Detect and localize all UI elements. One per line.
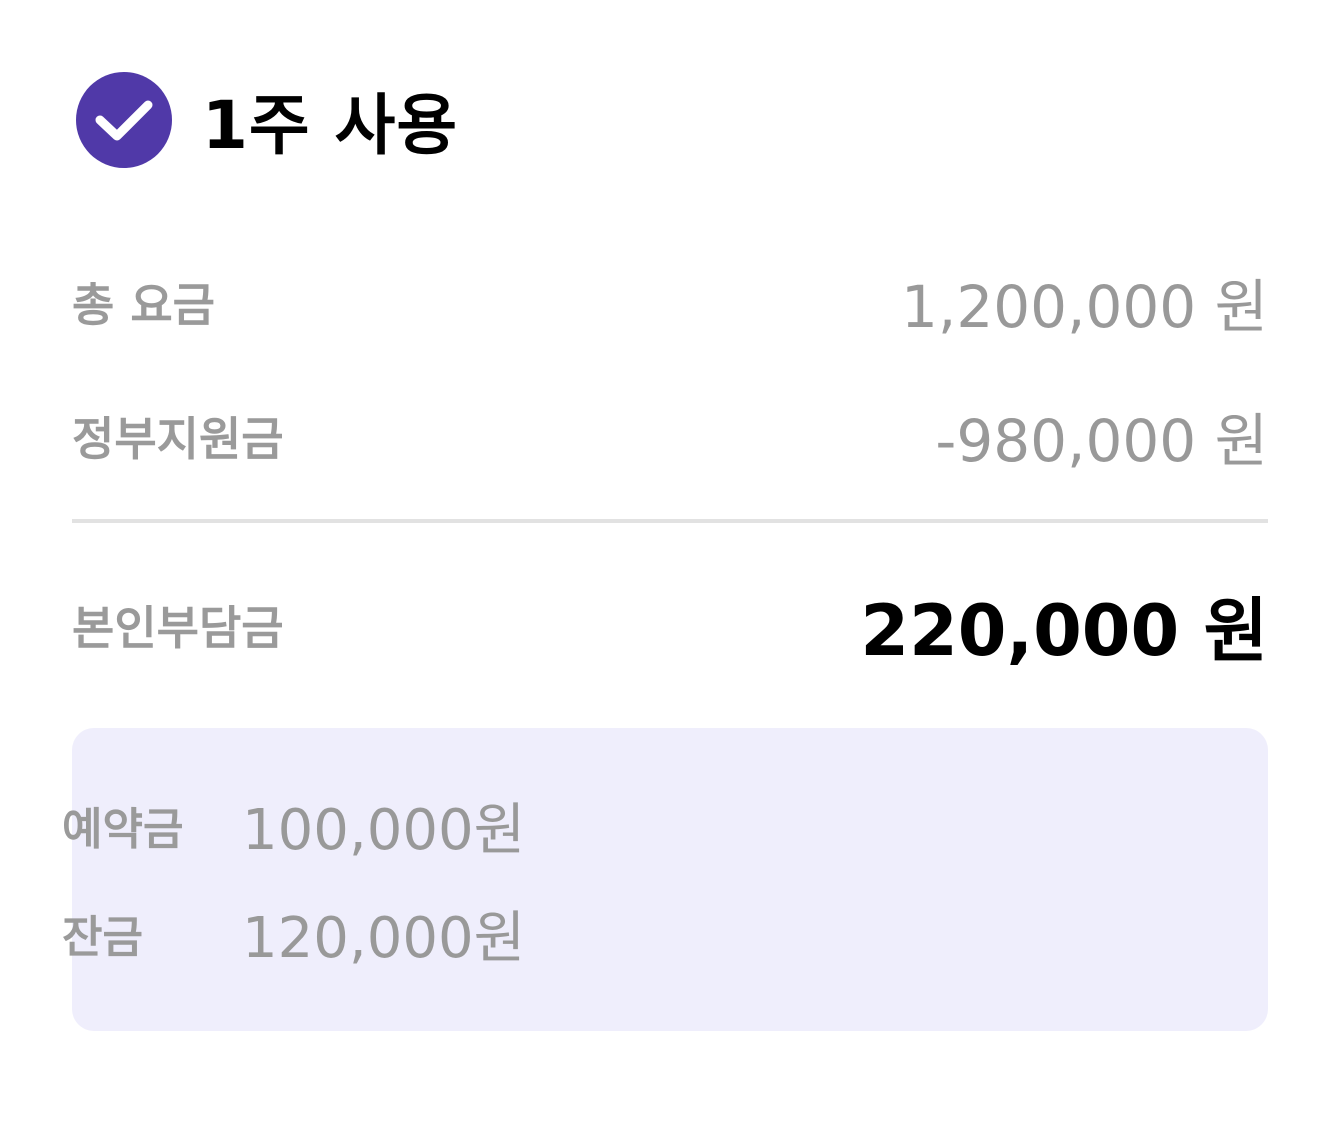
- plan-title: 1주 사용: [202, 87, 459, 164]
- copay-value: 220,000 원: [860, 589, 1268, 672]
- balance-label: 잔금: [62, 912, 143, 963]
- plan-header[interactable]: 1주 사용: [76, 72, 458, 168]
- balance-row: 잔금 120,000원: [62, 898, 525, 971]
- payment-breakdown-box: [72, 728, 1268, 1031]
- balance-value: 120,000원: [242, 905, 526, 971]
- total-fee-row: 총 요금 1,200,000 원: [72, 262, 1268, 342]
- check-circle-icon[interactable]: [76, 72, 172, 168]
- total-fee-label: 총 요금: [72, 278, 215, 332]
- divider: [72, 519, 1268, 523]
- total-fee-value: 1,200,000 원: [901, 273, 1268, 341]
- government-subsidy-value: -980,000 원: [935, 407, 1268, 475]
- government-subsidy-row: 정부지원금 -980,000 원: [72, 396, 1268, 476]
- government-subsidy-label: 정부지원금: [72, 412, 284, 466]
- deposit-row: 예약금 100,000원: [62, 790, 525, 863]
- deposit-value: 100,000원: [242, 797, 526, 863]
- copay-label: 본인부담금: [72, 601, 284, 655]
- deposit-label: 예약금: [62, 804, 184, 855]
- copay-row: 본인부담금 220,000 원: [72, 580, 1268, 672]
